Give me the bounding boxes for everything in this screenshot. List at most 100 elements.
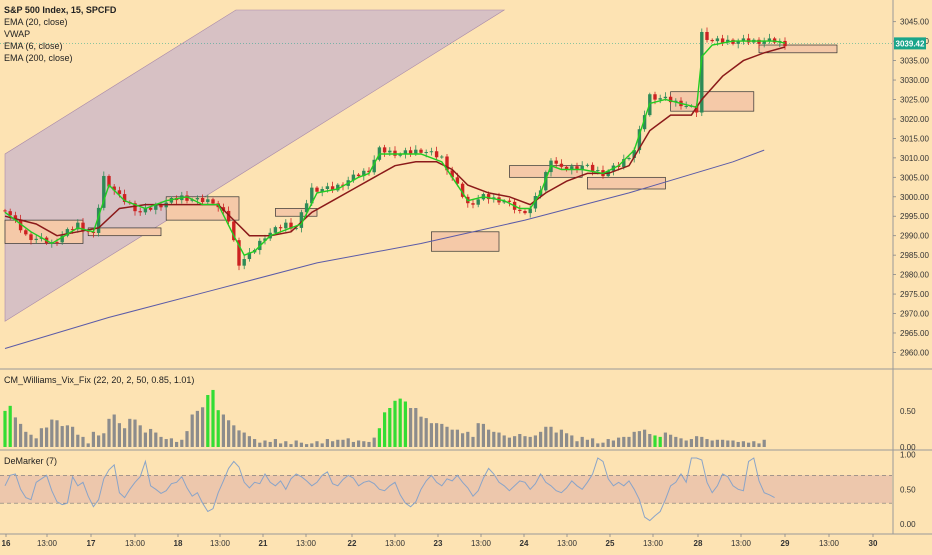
vix-bar [195, 410, 199, 447]
vix-bar [606, 439, 610, 447]
y-tick-label: 3015.00 [900, 134, 929, 143]
vix-bar [461, 433, 465, 447]
zone-box-8 [758, 44, 838, 54]
vix-bar [164, 439, 168, 447]
vix-bar [570, 435, 574, 447]
vix-legend: CM_Williams_Vix_Fix (22, 20, 2, 50, 0.85… [4, 375, 195, 385]
vix-bar [341, 439, 345, 447]
candle-body [622, 159, 626, 168]
candle-body [226, 210, 231, 222]
vix-bar [403, 401, 407, 447]
candle-body [429, 151, 434, 153]
vix-bar [60, 426, 64, 447]
vix-bar [648, 434, 652, 447]
candle-body [627, 157, 631, 160]
candle-body [185, 195, 189, 201]
vix-bar [331, 441, 335, 447]
vix-bar [715, 439, 719, 447]
vix-bar [216, 410, 220, 447]
vix-bar [50, 419, 54, 447]
x-tick-label: 16 [2, 539, 11, 548]
candle-body [237, 240, 241, 266]
candle-body [637, 129, 642, 151]
zone-box-4 [431, 231, 500, 252]
legend-ema-6: EMA (6, close) [4, 41, 63, 51]
candle-body [590, 164, 595, 171]
candle-body [304, 203, 309, 213]
candle-body [398, 153, 402, 156]
candle-body [206, 199, 210, 203]
demarker-y-label: 1.00 [900, 450, 916, 459]
candle-body [362, 170, 366, 177]
vix-bar [91, 431, 95, 447]
candle-body [325, 186, 330, 189]
vix-bar [237, 430, 241, 447]
candle-body [403, 150, 408, 154]
vix-bar [726, 440, 730, 447]
candle-body [299, 212, 304, 228]
vix-bar [128, 418, 132, 447]
vix-bar [372, 437, 376, 447]
candle-body [580, 165, 584, 170]
x-tick-label: 13:00 [385, 539, 406, 548]
x-tick-label: 29 [781, 539, 790, 548]
candle-body [34, 238, 38, 240]
vix-bar [279, 443, 283, 447]
candle-body [414, 149, 418, 154]
vix-bar [159, 436, 163, 447]
y-tick-label: 2970.00 [900, 310, 929, 319]
vix-bar [601, 442, 605, 447]
candle-body [570, 166, 574, 170]
vix-bar [169, 438, 173, 447]
candle-body [424, 152, 428, 154]
vix-bar [357, 440, 361, 447]
vix-bar [513, 436, 517, 447]
candle-body [70, 229, 75, 231]
x-tick-label: 22 [348, 539, 357, 548]
candle-body [154, 205, 158, 210]
y-tick-label: 2975.00 [900, 290, 929, 299]
vix-bar [689, 439, 693, 447]
vix-bar [284, 441, 288, 447]
vix-bar [674, 436, 678, 447]
candle-body [263, 238, 267, 241]
candle-body [736, 41, 740, 44]
vix-bar [565, 433, 569, 447]
x-tick-label: 21 [259, 539, 268, 548]
y-tick-label: 2985.00 [900, 251, 929, 260]
vix-bar [310, 443, 314, 447]
vix-bar [29, 434, 33, 447]
candle-body [710, 39, 714, 42]
vix-bar [65, 425, 69, 447]
y-tick-label: 3010.00 [900, 154, 929, 163]
x-tick-label: 13:00 [819, 539, 840, 548]
candle-body [486, 194, 491, 200]
vix-bar [39, 428, 43, 447]
vix-bar [19, 423, 23, 447]
vix-bar [362, 441, 366, 447]
demarker-legend: DeMarker (7) [4, 456, 58, 466]
zone-box-3 [275, 208, 318, 217]
candle-body [8, 211, 12, 216]
candle-body [720, 38, 725, 43]
last-price-badge-text: 3039.42 [896, 39, 925, 48]
x-tick-label: 13:00 [643, 539, 664, 548]
vix-bar [435, 423, 439, 447]
vix-bar [658, 436, 662, 447]
vix-bar [3, 410, 7, 447]
vix-bar [632, 431, 636, 447]
vix-bar [710, 440, 714, 447]
candle-body [200, 197, 205, 203]
candle-body [450, 170, 454, 178]
candle-body [284, 222, 288, 229]
candle-body [122, 194, 127, 203]
vix-bar [721, 439, 725, 447]
vix-bar [112, 414, 116, 447]
x-tick-label: 13:00 [125, 539, 146, 548]
y-tick-label: 3045.00 [900, 18, 929, 27]
vix-bar [471, 436, 475, 447]
candle-body [533, 196, 538, 209]
x-tick-label: 28 [694, 539, 703, 548]
